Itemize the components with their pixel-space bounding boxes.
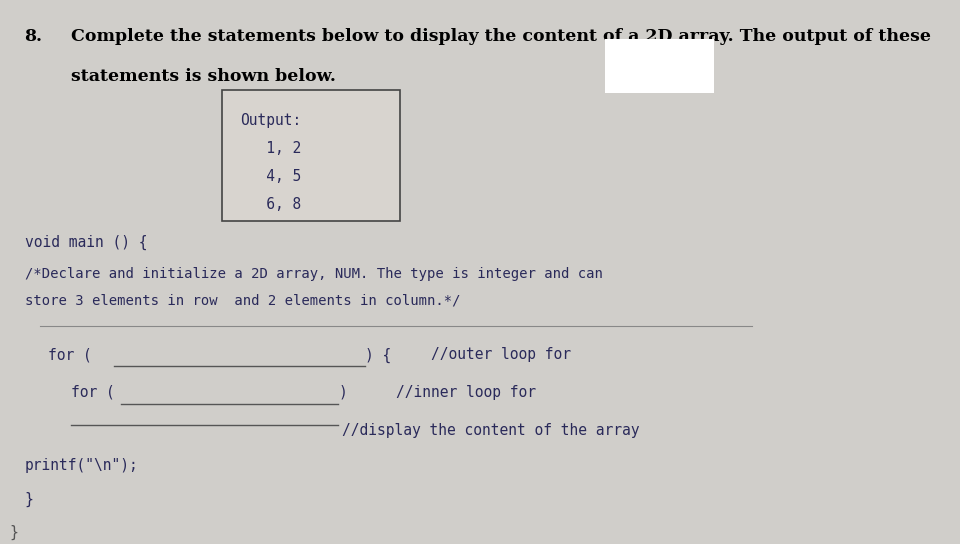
Text: 4, 5: 4, 5	[240, 169, 301, 184]
Text: for (: for (	[71, 385, 115, 400]
Text: ): )	[338, 385, 347, 400]
Text: ) {: ) {	[366, 348, 392, 363]
Text: //outer loop for: //outer loop for	[431, 348, 571, 362]
Text: }: }	[25, 492, 34, 508]
Text: printf("\n");: printf("\n");	[25, 459, 138, 473]
Text: Complete the statements below to display the content of a 2D array. The output o: Complete the statements below to display…	[71, 28, 931, 45]
FancyBboxPatch shape	[606, 39, 713, 92]
Text: store 3 elements in row  and 2 elements in column.*/: store 3 elements in row and 2 elements i…	[25, 294, 460, 308]
Text: 6, 8: 6, 8	[240, 197, 301, 212]
Text: }: }	[10, 524, 18, 540]
Text: for (: for (	[48, 348, 91, 362]
Text: /*Declare and initialize a 2D array, NUM. The type is integer and can: /*Declare and initialize a 2D array, NUM…	[25, 267, 603, 281]
Text: 8.: 8.	[25, 28, 42, 45]
Text: //inner loop for: //inner loop for	[396, 385, 537, 400]
FancyBboxPatch shape	[222, 90, 400, 221]
Text: statements is shown below.: statements is shown below.	[71, 69, 336, 85]
Text: Output:: Output:	[240, 113, 301, 128]
Text: //display the content of the array: //display the content of the array	[342, 423, 639, 437]
Text: void main () {: void main () {	[25, 235, 147, 250]
Text: 1, 2: 1, 2	[240, 141, 301, 156]
